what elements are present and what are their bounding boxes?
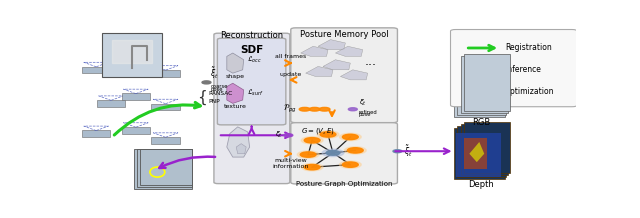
Text: multi-view
information: multi-view information — [273, 158, 309, 169]
Circle shape — [320, 132, 336, 137]
Polygon shape — [323, 60, 350, 70]
FancyBboxPatch shape — [464, 138, 487, 169]
FancyBboxPatch shape — [458, 58, 506, 115]
FancyBboxPatch shape — [152, 70, 180, 77]
FancyBboxPatch shape — [291, 123, 397, 184]
Circle shape — [304, 138, 320, 143]
Text: {: { — [197, 90, 207, 105]
Polygon shape — [236, 144, 246, 154]
Polygon shape — [227, 53, 244, 73]
FancyBboxPatch shape — [465, 122, 510, 173]
Text: Depth: Depth — [468, 180, 493, 189]
Polygon shape — [318, 40, 346, 50]
Circle shape — [393, 150, 402, 153]
Circle shape — [339, 161, 361, 168]
Circle shape — [348, 148, 364, 153]
Text: all frames: all frames — [275, 54, 307, 59]
Text: $\xi_t$: $\xi_t$ — [359, 98, 367, 108]
Text: Posture Memory Pool: Posture Memory Pool — [300, 30, 388, 39]
Circle shape — [348, 108, 357, 111]
Text: refined: refined — [359, 111, 378, 115]
Circle shape — [301, 137, 323, 144]
FancyBboxPatch shape — [291, 28, 397, 123]
Text: $\mathcal{L}_{surf}$: $\mathcal{L}_{surf}$ — [246, 88, 264, 98]
FancyBboxPatch shape — [461, 124, 508, 175]
Text: Reconstruction: Reconstruction — [221, 31, 284, 40]
Polygon shape — [335, 46, 363, 56]
Text: pose: pose — [211, 87, 223, 92]
FancyBboxPatch shape — [451, 29, 577, 107]
Text: $\tilde{\xi}_t$: $\tilde{\xi}_t$ — [210, 65, 219, 81]
FancyBboxPatch shape — [102, 33, 163, 77]
FancyBboxPatch shape — [152, 104, 180, 110]
Circle shape — [319, 107, 330, 111]
FancyBboxPatch shape — [456, 133, 500, 177]
Polygon shape — [227, 127, 250, 157]
Text: Posture Graph Optimization: Posture Graph Optimization — [296, 181, 392, 187]
Circle shape — [300, 107, 310, 111]
FancyBboxPatch shape — [214, 33, 290, 184]
FancyBboxPatch shape — [97, 100, 125, 107]
Text: $\mathcal{L}_{occ}$: $\mathcal{L}_{occ}$ — [246, 55, 262, 65]
Polygon shape — [227, 83, 244, 103]
FancyBboxPatch shape — [82, 130, 110, 137]
Polygon shape — [469, 142, 484, 162]
FancyBboxPatch shape — [454, 128, 504, 179]
Text: $G = (V, E)$: $G = (V, E)$ — [301, 126, 335, 136]
Text: Registration: Registration — [505, 43, 552, 53]
Circle shape — [297, 151, 319, 158]
Text: SDF: SDF — [240, 45, 263, 55]
Circle shape — [304, 164, 320, 170]
Text: pose: pose — [359, 112, 371, 117]
Circle shape — [300, 152, 316, 157]
FancyBboxPatch shape — [152, 137, 180, 144]
Text: update: update — [280, 72, 302, 77]
Text: $\xi_t$: $\xi_t$ — [275, 129, 284, 140]
Text: coarse: coarse — [211, 84, 228, 89]
Circle shape — [322, 149, 344, 157]
Text: shape: shape — [225, 74, 244, 79]
FancyBboxPatch shape — [122, 94, 150, 100]
FancyBboxPatch shape — [465, 54, 510, 111]
FancyBboxPatch shape — [134, 148, 192, 189]
FancyBboxPatch shape — [122, 60, 150, 67]
FancyBboxPatch shape — [458, 126, 506, 177]
FancyBboxPatch shape — [122, 127, 150, 134]
Text: PNP: PNP — [208, 99, 220, 104]
Text: RGB: RGB — [472, 118, 490, 127]
Text: Inference: Inference — [505, 65, 541, 74]
FancyBboxPatch shape — [461, 56, 508, 113]
Polygon shape — [340, 70, 368, 80]
FancyBboxPatch shape — [454, 60, 504, 117]
Text: Optimization: Optimization — [505, 87, 555, 96]
Polygon shape — [306, 66, 333, 77]
Circle shape — [317, 131, 339, 138]
Text: ...: ... — [364, 55, 376, 68]
Circle shape — [326, 151, 340, 155]
Text: texture: texture — [223, 104, 246, 109]
Circle shape — [284, 134, 292, 137]
FancyBboxPatch shape — [218, 38, 286, 125]
Text: RANSAC: RANSAC — [208, 91, 232, 96]
Circle shape — [342, 162, 358, 167]
Text: $\tilde{\xi}_t$: $\tilde{\xi}_t$ — [404, 143, 413, 159]
Circle shape — [309, 107, 320, 111]
FancyBboxPatch shape — [82, 67, 110, 73]
Circle shape — [339, 133, 361, 141]
FancyBboxPatch shape — [140, 148, 192, 185]
Polygon shape — [301, 46, 328, 56]
Circle shape — [344, 147, 366, 154]
Circle shape — [342, 134, 358, 140]
Circle shape — [202, 81, 211, 84]
FancyBboxPatch shape — [137, 148, 192, 187]
Text: $\mathcal{P}_{pg}$: $\mathcal{P}_{pg}$ — [284, 103, 297, 115]
Circle shape — [301, 164, 323, 171]
